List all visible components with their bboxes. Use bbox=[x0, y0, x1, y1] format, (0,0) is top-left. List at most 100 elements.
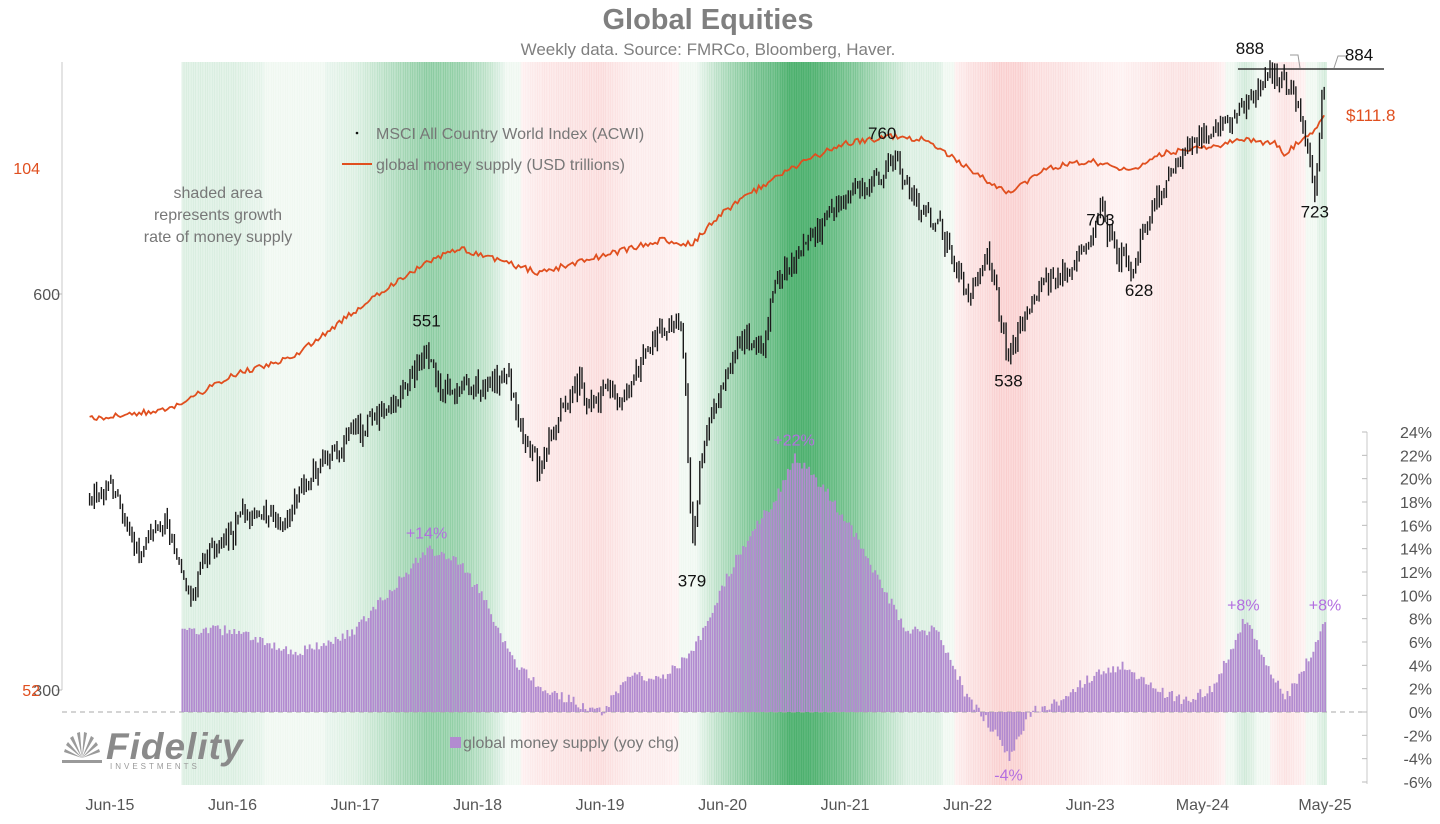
shade-band bbox=[1133, 62, 1137, 785]
money-yoy-bar bbox=[737, 554, 740, 712]
money-yoy-bar bbox=[626, 676, 629, 712]
money-yoy-bar bbox=[506, 648, 509, 712]
money-yoy-bar bbox=[1324, 622, 1327, 712]
money-yoy-bar bbox=[636, 674, 639, 712]
money-yoy-bar bbox=[603, 712, 606, 714]
legend-yoy-label: global money supply (yoy chg) bbox=[463, 735, 679, 752]
money-yoy-bar bbox=[268, 643, 271, 712]
shade-band bbox=[617, 62, 621, 785]
shade-band bbox=[973, 62, 976, 785]
shade-band bbox=[235, 62, 239, 785]
shade-band bbox=[975, 62, 979, 785]
money-yoy-bar bbox=[1065, 695, 1067, 712]
shade-band bbox=[1178, 62, 1181, 785]
shade-band bbox=[395, 62, 399, 785]
shade-band bbox=[664, 62, 668, 785]
money-yoy-bar bbox=[1119, 669, 1122, 712]
shade-band bbox=[271, 62, 274, 785]
shade-band bbox=[546, 62, 550, 785]
shade-band bbox=[263, 62, 267, 785]
money-yoy-bar bbox=[1010, 712, 1013, 752]
shade-band bbox=[259, 62, 262, 785]
shade-band bbox=[1163, 62, 1167, 785]
money-yoy-bar bbox=[1208, 685, 1211, 712]
money-yoy-bar bbox=[428, 545, 431, 712]
money-yoy-bar bbox=[365, 621, 368, 712]
money-yoy-bar bbox=[605, 705, 608, 712]
money-yoy-bar bbox=[1284, 699, 1287, 712]
money-yoy-bar bbox=[718, 590, 721, 712]
money-yoy-bar bbox=[584, 709, 587, 712]
money-yoy-bar bbox=[777, 488, 780, 712]
money-yoy-bar bbox=[765, 511, 768, 712]
shade-band bbox=[713, 62, 717, 785]
money-yoy-bar bbox=[895, 609, 898, 712]
shade-band bbox=[1220, 62, 1224, 785]
money-yoy-bar bbox=[483, 600, 485, 712]
money-yoy-bar bbox=[1067, 696, 1070, 712]
money-yoy-bar bbox=[377, 600, 379, 712]
shade-band bbox=[186, 62, 189, 785]
shade-band bbox=[572, 62, 576, 785]
money-yoy-bar bbox=[523, 668, 526, 712]
money-yoy-bar bbox=[221, 635, 224, 712]
shade-band bbox=[1067, 62, 1071, 785]
shade-band bbox=[1237, 62, 1240, 785]
money-yoy-bar bbox=[487, 608, 490, 712]
money-yoy-bar bbox=[492, 621, 495, 712]
shade-band bbox=[1300, 62, 1304, 785]
shade-band bbox=[765, 62, 769, 785]
shade-band bbox=[181, 62, 185, 785]
money-yoy-bar bbox=[1062, 699, 1065, 712]
shade-band bbox=[1317, 62, 1320, 785]
money-yoy-bar bbox=[1272, 678, 1275, 712]
money-yoy-bar bbox=[443, 553, 445, 712]
shade-band bbox=[1168, 62, 1172, 785]
money-yoy-bar bbox=[1055, 701, 1058, 712]
money-yoy-bar bbox=[933, 627, 935, 712]
money-yoy-bar bbox=[329, 641, 332, 712]
shade-band bbox=[893, 62, 896, 785]
shade-band bbox=[518, 62, 522, 785]
money-yoy-bar bbox=[805, 468, 808, 712]
money-yoy-bar bbox=[245, 631, 247, 712]
money-yoy-bar bbox=[1291, 683, 1294, 712]
acwi-annotation: 628 bbox=[1125, 281, 1153, 300]
money-yoy-bar bbox=[468, 573, 471, 712]
money-yoy-bar bbox=[944, 652, 947, 712]
right-tick-label: 22% bbox=[1400, 448, 1432, 465]
shade-band bbox=[763, 62, 767, 785]
shade-band bbox=[1199, 62, 1203, 785]
shade-band bbox=[353, 62, 357, 785]
money-yoy-bar bbox=[242, 632, 245, 712]
money-yoy-bar bbox=[261, 638, 264, 712]
money-yoy-bar bbox=[579, 709, 582, 712]
shade-band bbox=[808, 62, 811, 785]
left-tick-label-acwi: 600 bbox=[33, 287, 60, 304]
shade-band bbox=[930, 62, 934, 785]
money-yoy-bar bbox=[1140, 676, 1143, 712]
x-tick-label: Jun-19 bbox=[576, 797, 625, 814]
shade-band bbox=[977, 62, 981, 785]
shade-band bbox=[737, 62, 741, 785]
money-yoy-bar bbox=[650, 678, 653, 712]
shade-band bbox=[596, 62, 599, 785]
money-yoy-bar bbox=[440, 551, 443, 712]
legend-money-label: global money supply (USD trillions) bbox=[376, 157, 625, 174]
money-yoy-bar bbox=[706, 620, 709, 712]
shade-band bbox=[247, 62, 251, 785]
shade-band bbox=[1152, 62, 1155, 785]
money-yoy-bar bbox=[1260, 654, 1263, 712]
shade-band bbox=[1284, 62, 1287, 785]
shade-band bbox=[636, 62, 639, 785]
shade-band bbox=[400, 62, 404, 785]
shade-band bbox=[544, 62, 548, 785]
money-yoy-bar bbox=[282, 649, 285, 712]
shade-band bbox=[723, 62, 727, 785]
shade-band bbox=[582, 62, 585, 785]
money-yoy-bar bbox=[263, 645, 266, 712]
money-yoy-bar bbox=[1100, 674, 1103, 712]
money-yoy-bar bbox=[900, 618, 902, 712]
shade-note-line: shaded area bbox=[174, 185, 263, 202]
shade-band bbox=[619, 62, 623, 785]
